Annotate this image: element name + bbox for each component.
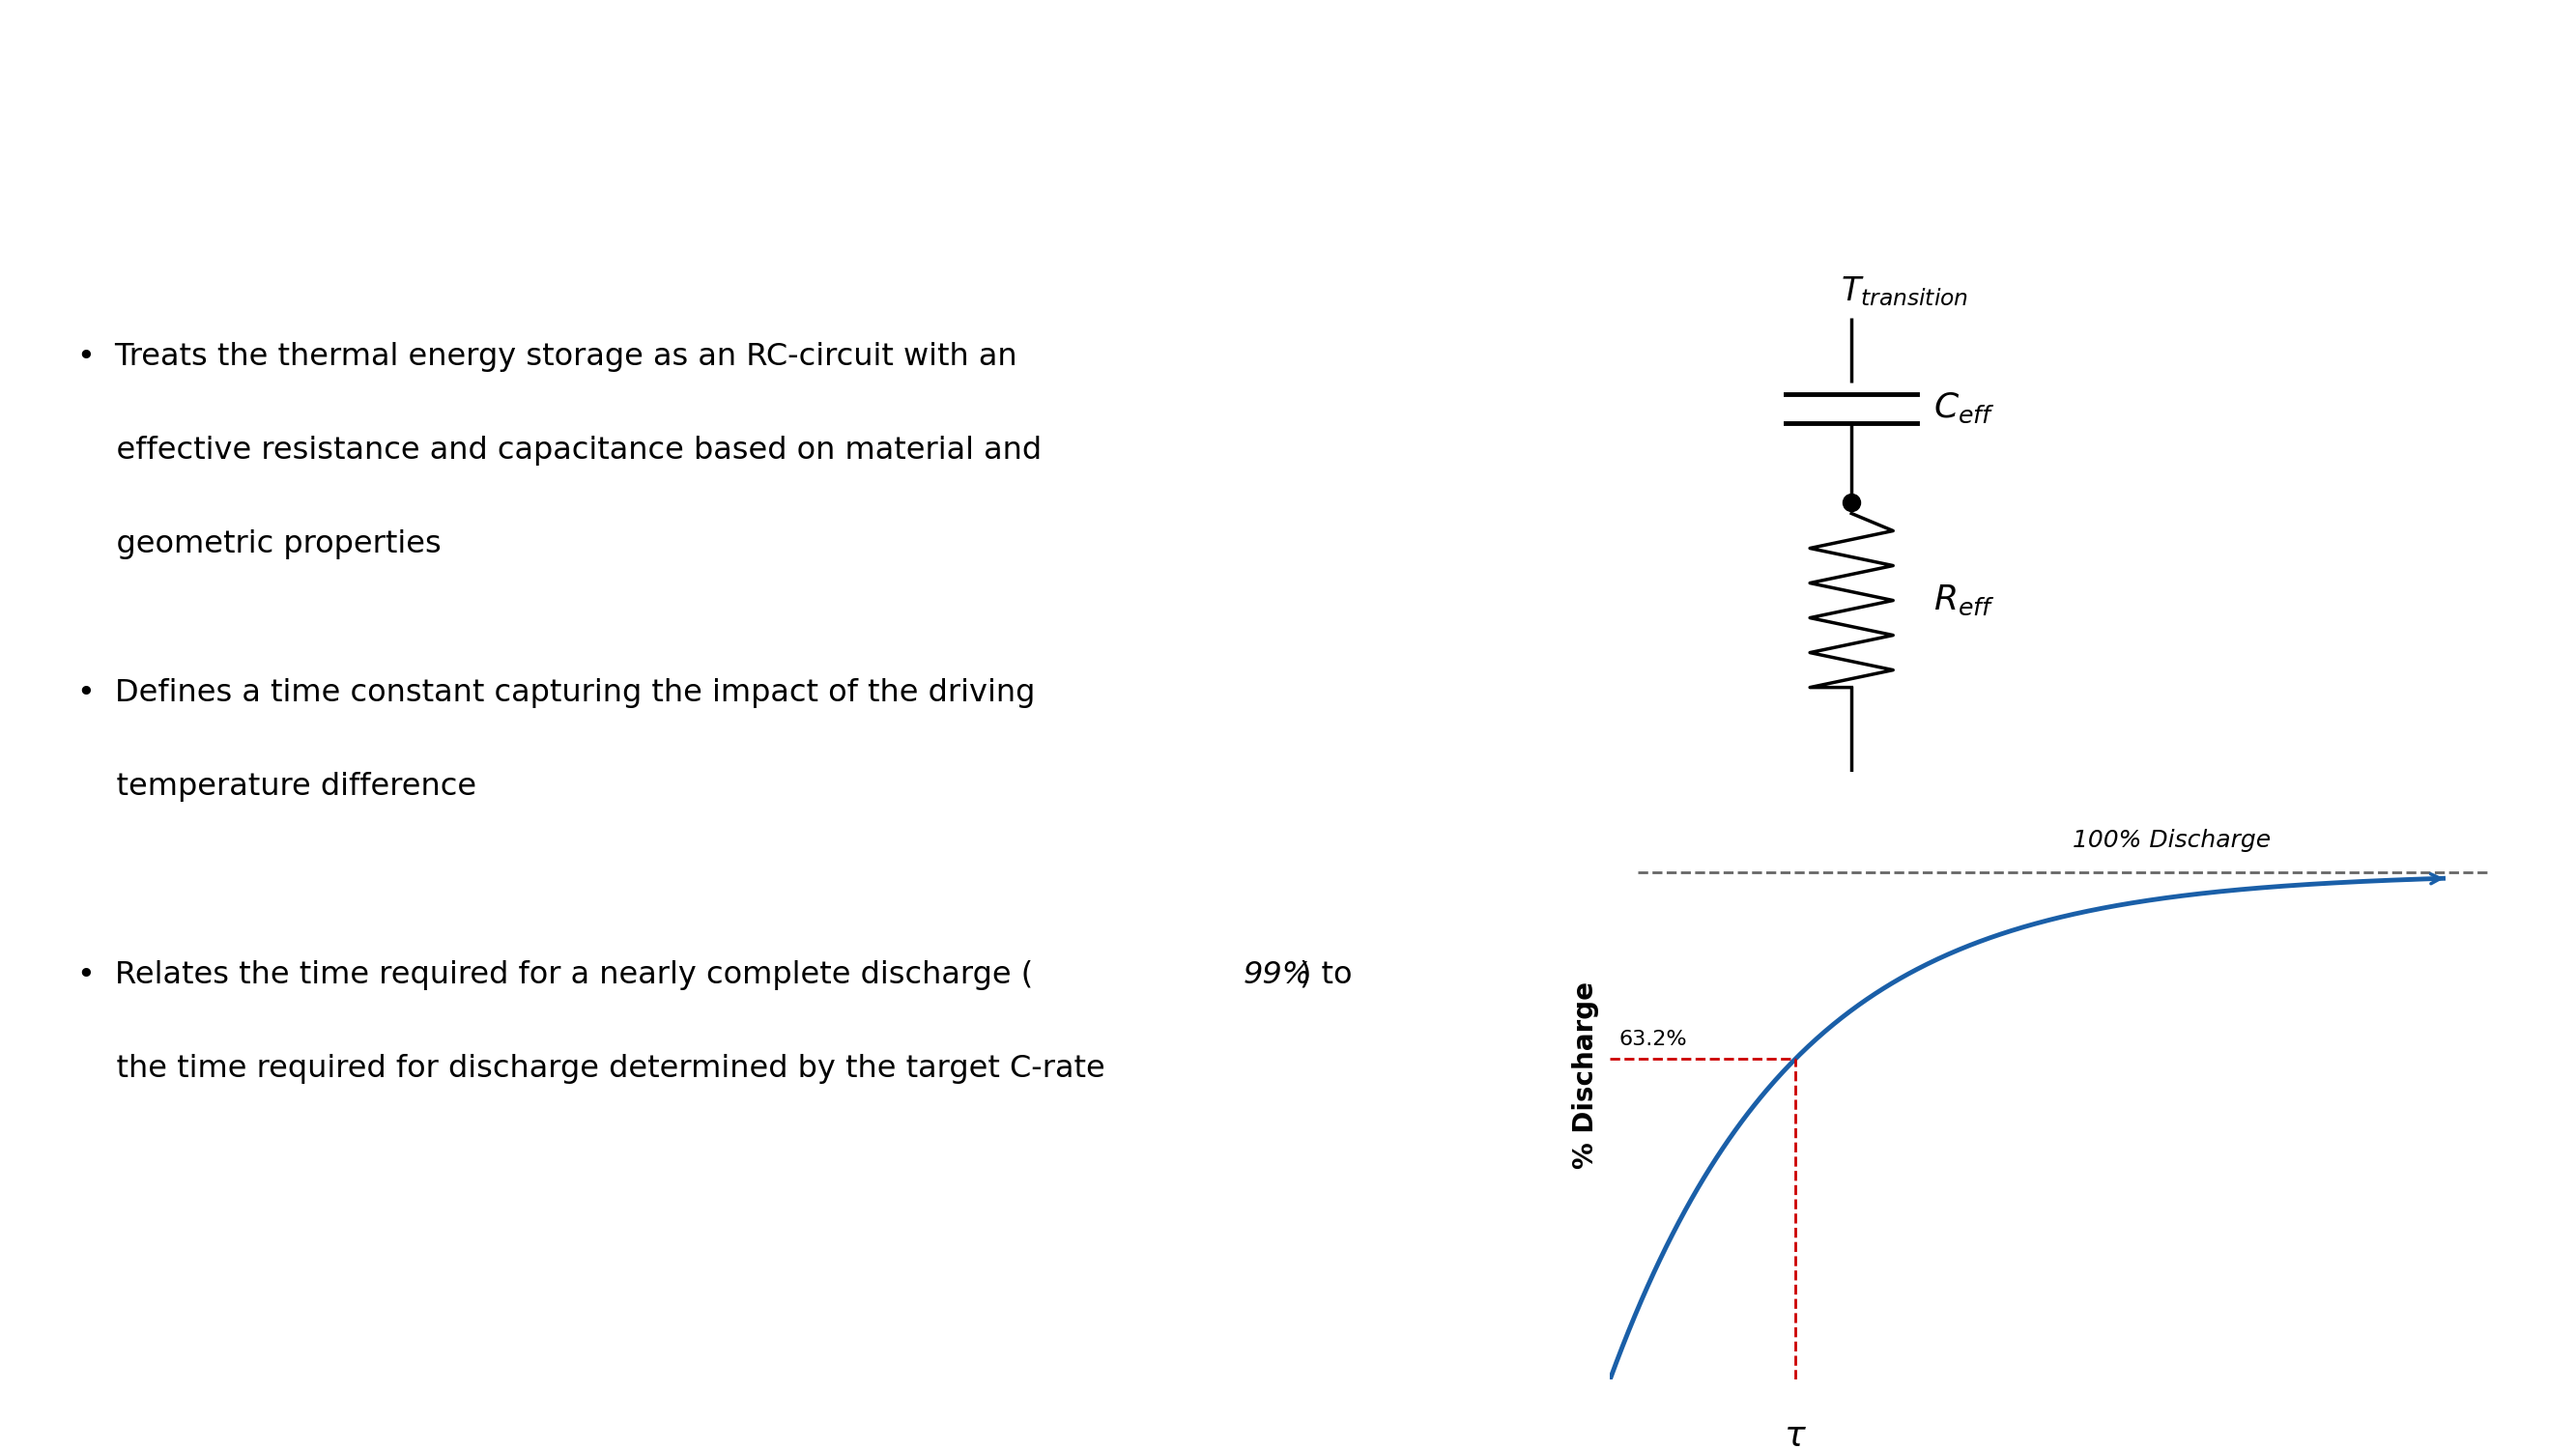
Text: •  Defines a time constant capturing the impact of the driving: • Defines a time constant capturing the … (77, 678, 1036, 707)
Text: 100% Discharge: 100% Discharge (2074, 829, 2272, 852)
Text: the time required for discharge determined by the target C-rate: the time required for discharge determin… (77, 1055, 1105, 1084)
Text: 63.2%: 63.2% (1620, 1030, 1687, 1049)
Text: τ: τ (1785, 1420, 1806, 1449)
Text: •  Relates the time required for a nearly complete discharge (: • Relates the time required for a nearly… (77, 961, 1033, 990)
Text: $T_{cutoff}$: $T_{cutoff}$ (1798, 796, 1886, 830)
Text: •  Treats the thermal energy storage as an RC-circuit with an: • Treats the thermal energy storage as a… (77, 342, 1018, 371)
Text: 99%: 99% (1244, 961, 1311, 990)
Text: $R_{eff}$: $R_{eff}$ (1935, 584, 1994, 617)
Text: $C_{eff}$: $C_{eff}$ (1935, 391, 1996, 426)
Text: $T_{transition}$: $T_{transition}$ (1839, 274, 1968, 307)
Text: effective resistance and capacitance based on material and: effective resistance and capacitance bas… (77, 436, 1041, 465)
Y-axis label: % Discharge: % Discharge (1571, 982, 1600, 1169)
Text: Lumped Mass Approximation Model: Lumped Mass Approximation Model (77, 93, 1643, 168)
Text: temperature difference: temperature difference (77, 772, 477, 801)
Text: geometric properties: geometric properties (77, 530, 440, 559)
Text: ) to: ) to (1301, 961, 1352, 990)
